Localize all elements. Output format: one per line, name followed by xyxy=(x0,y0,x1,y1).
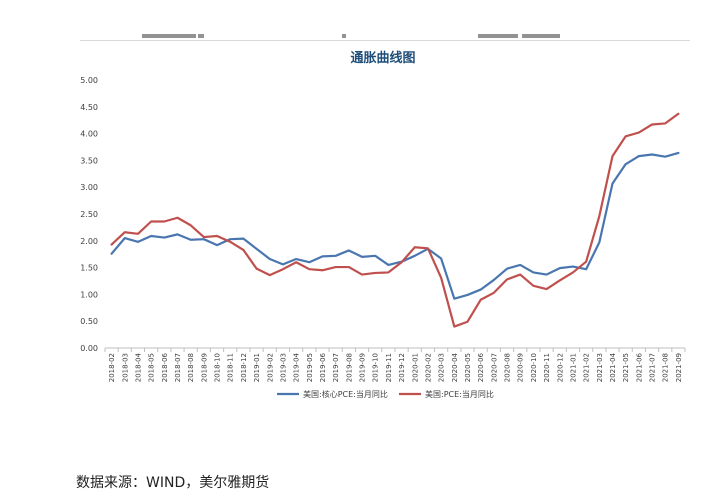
y-tick-label: 1.50 xyxy=(80,264,98,273)
x-tick-label: 2019-10 xyxy=(372,353,380,382)
x-tick-label: 2020-03 xyxy=(438,353,446,382)
x-tick-label: 2021-08 xyxy=(662,353,670,382)
legend: 美国:核心PCE:当月同比 美国:PCE:当月同比 xyxy=(277,389,494,399)
legend-label: 美国:核心PCE:当月同比 xyxy=(303,389,388,399)
chart-title: 通胀曲线图 xyxy=(350,50,415,66)
series-line-1 xyxy=(110,112,680,328)
x-tick-label: 2020-04 xyxy=(451,352,459,382)
x-tick-label: 2019-09 xyxy=(359,353,367,382)
x-tick-label: 2018-08 xyxy=(187,353,195,382)
x-tick-label: 2020-09 xyxy=(517,353,525,382)
x-tick-label: 2021-06 xyxy=(635,352,643,382)
x-tick-label: 2019-07 xyxy=(332,353,340,382)
y-tick-label: 0.50 xyxy=(80,317,98,326)
series-line-0 xyxy=(110,151,680,300)
y-tick-label: 3.00 xyxy=(80,183,98,192)
x-tick-label: 2021-01 xyxy=(569,353,577,382)
x-tick-label: 2018-06 xyxy=(161,352,169,382)
x-tick-label: 2020-11 xyxy=(543,353,551,382)
x-tick-label: 2019-08 xyxy=(345,353,353,382)
y-tick-label: 5.00 xyxy=(80,76,98,85)
x-tick-label: 2020-05 xyxy=(464,353,472,382)
x-tick-label: 2019-04 xyxy=(293,352,301,382)
x-tick-label: 2019-01 xyxy=(253,353,261,382)
x-tick-label: 2019-05 xyxy=(306,353,314,382)
y-tick-label: 2.50 xyxy=(80,210,98,219)
x-tick-label: 2020-06 xyxy=(477,352,485,382)
x-tick-label: 2019-12 xyxy=(398,353,406,382)
x-tick-label: 2019-02 xyxy=(266,353,274,382)
y-tick-label: 1.00 xyxy=(80,290,98,299)
source-note: 数据来源：WIND，美尔雅期货 xyxy=(76,475,270,491)
x-tick-label: 2021-04 xyxy=(609,352,617,382)
x-tick-label: 2018-12 xyxy=(240,353,248,382)
x-tick-label: 2021-09 xyxy=(675,353,683,382)
x-tick-label: 2018-09 xyxy=(200,353,208,382)
x-tick-label: 2020-01 xyxy=(411,353,419,382)
x-tick-label: 2018-10 xyxy=(214,353,222,382)
series-layer xyxy=(110,112,680,328)
x-tick-label: 2021-07 xyxy=(649,353,657,382)
x-tick-label: 2018-11 xyxy=(227,353,235,382)
x-tick-label: 2019-06 xyxy=(319,352,327,382)
x-tick-label: 2019-11 xyxy=(385,353,393,382)
x-tick-label: 2021-02 xyxy=(583,353,591,382)
x-tick-label: 2020-02 xyxy=(424,353,432,382)
x-tick-label: 2020-10 xyxy=(530,353,538,382)
x-tick-label: 2018-04 xyxy=(134,352,142,382)
x-tick-label: 2021-05 xyxy=(622,353,630,382)
legend-label: 美国:PCE:当月同比 xyxy=(425,389,494,399)
x-tick-label: 2020-08 xyxy=(504,353,512,382)
y-tick-label: 0.00 xyxy=(80,344,98,353)
x-tick-label: 2019-03 xyxy=(279,353,287,382)
x-tick-label: 2018-05 xyxy=(148,353,156,382)
y-tick-label: 4.00 xyxy=(80,130,98,139)
x-tick-label: 2020-12 xyxy=(556,353,564,382)
y-axis: 0.00 0.50 1.00 1.50 2.00 2.50 3.00 3.50 4.00 4.50… xyxy=(80,76,98,353)
x-tick-label: 2018-07 xyxy=(174,353,182,382)
y-tick-label: 2.00 xyxy=(80,237,98,246)
y-tick-label: 4.50 xyxy=(80,103,98,112)
x-tick-label: 2021-03 xyxy=(596,353,604,382)
x-tick-label: 2018-03 xyxy=(121,353,129,382)
x-tick-label: 2018-02 xyxy=(108,353,116,382)
cropped-header-strip xyxy=(80,30,690,41)
y-tick-label: 3.50 xyxy=(80,156,98,165)
x-tick-label: 2020-07 xyxy=(490,353,498,382)
x-axis: 2018-02 2018-03 2018-04 2018-05 2018-06 2018-… xyxy=(104,347,686,382)
inflation-chart: 通胀曲线图 0.00 0.50 1.00 1.50 2.00 2.50 3.00 3.50 4.… xyxy=(80,50,686,399)
